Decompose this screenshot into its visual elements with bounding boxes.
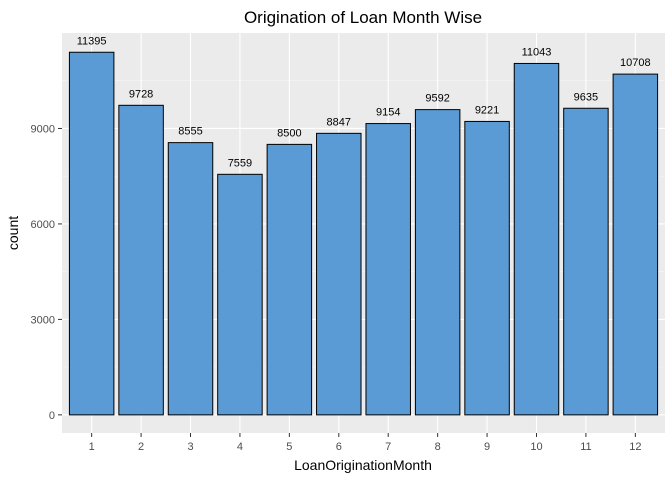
x-tick-label: 8 bbox=[435, 441, 441, 453]
data-label: 10708 bbox=[620, 57, 651, 69]
x-tick-label: 9 bbox=[484, 441, 490, 453]
bar bbox=[612, 73, 659, 416]
data-label: 9635 bbox=[574, 91, 598, 103]
x-axis-title: LoanOriginationMonth bbox=[294, 457, 432, 473]
x-tick-label: 6 bbox=[336, 441, 342, 453]
x-tick-label: 12 bbox=[629, 441, 641, 453]
data-label: 11395 bbox=[77, 35, 107, 47]
y-tick-label: 6000 bbox=[31, 219, 55, 231]
x-tick-label: 7 bbox=[385, 441, 391, 453]
x-tick-label: 10 bbox=[530, 441, 542, 453]
data-label: 9221 bbox=[475, 104, 499, 116]
y-axis-ticks: 0 3000 6000 9000 bbox=[31, 123, 62, 422]
bar bbox=[316, 132, 362, 416]
bar bbox=[217, 173, 263, 416]
bar bbox=[167, 142, 214, 416]
x-tick-label: 5 bbox=[286, 441, 292, 453]
data-label: 11043 bbox=[522, 46, 552, 58]
x-axis-ticks: 1 2 3 4 5 6 7 8 9 10 11 12 bbox=[89, 433, 641, 453]
bar bbox=[118, 104, 164, 416]
bar bbox=[365, 123, 411, 416]
x-tick-label: 11 bbox=[580, 441, 591, 453]
bar bbox=[68, 51, 115, 416]
x-tick-label: 3 bbox=[187, 441, 193, 453]
data-labels: 11395 9728 8555 7559 8500 8847 9154 9592 9221 110… bbox=[77, 35, 651, 169]
y-tick-label: 9000 bbox=[31, 123, 55, 135]
y-axis-title: count bbox=[5, 216, 21, 250]
data-label: 9154 bbox=[376, 107, 400, 119]
data-label: 9592 bbox=[425, 93, 449, 105]
bar bbox=[513, 62, 560, 416]
bars bbox=[68, 51, 659, 416]
data-label: 9728 bbox=[129, 88, 153, 100]
x-tick-label: 2 bbox=[138, 441, 144, 453]
bar bbox=[563, 107, 609, 416]
bar bbox=[414, 109, 461, 416]
data-label: 7559 bbox=[228, 157, 252, 169]
data-label: 8847 bbox=[327, 116, 351, 128]
chart-title: Origination of Loan Month Wise bbox=[244, 8, 482, 27]
bar bbox=[464, 120, 510, 416]
data-label: 8555 bbox=[178, 126, 202, 138]
data-label: 8500 bbox=[277, 127, 301, 139]
y-tick-label: 3000 bbox=[31, 314, 55, 326]
x-tick-label: 1 bbox=[89, 441, 95, 453]
x-tick-label: 4 bbox=[237, 441, 243, 453]
bar bbox=[266, 143, 313, 416]
y-tick-label: 0 bbox=[49, 410, 55, 422]
